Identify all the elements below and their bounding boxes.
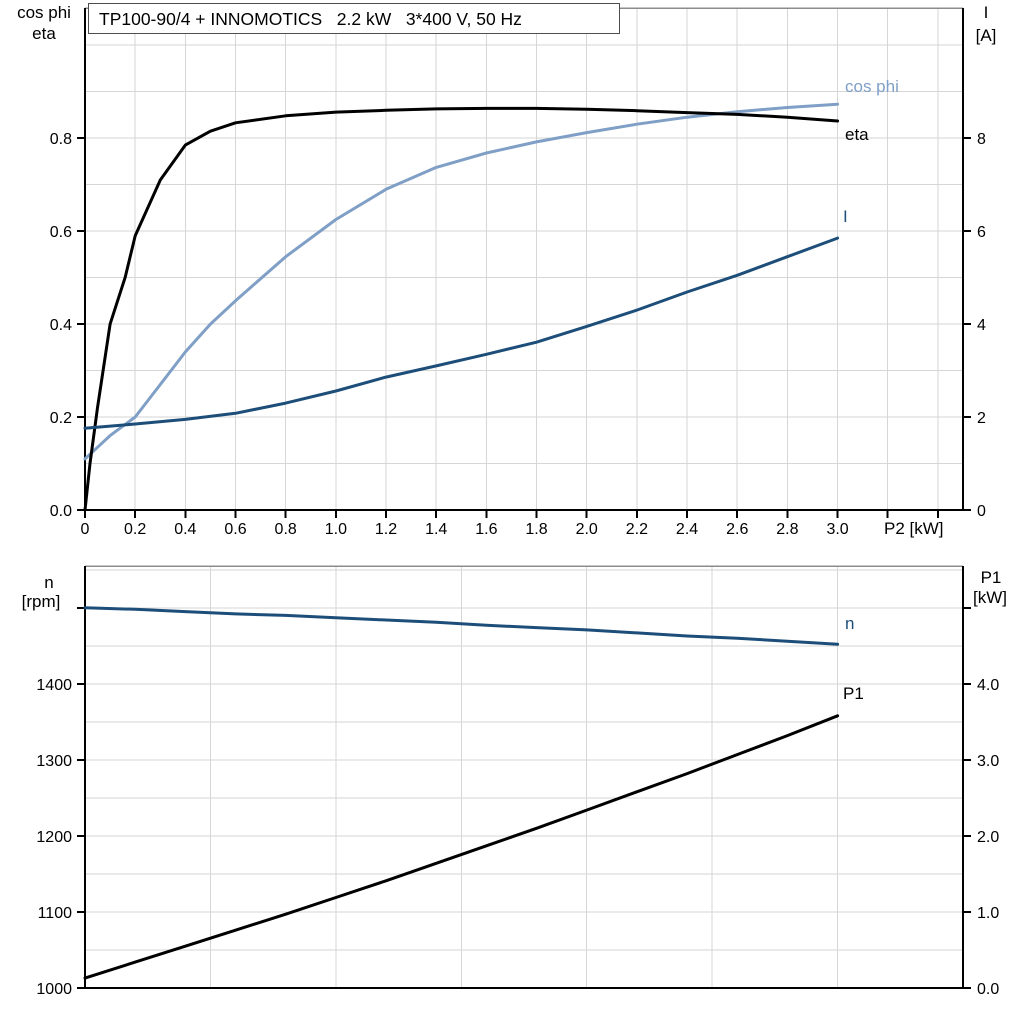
right-tick-label: 4 [977,317,986,334]
right-tick-label: 0 [977,503,986,520]
left-tick-label: 0.0 [50,503,72,520]
right-tick-label: 8 [977,131,986,148]
series-label-cos-phi: cos phi [845,77,899,96]
curve-cos-phi [83,102,840,461]
right-tick-label: 2 [977,410,986,427]
left-tick-label: 0.6 [50,224,72,241]
top-right-axis-title-line1: I [984,3,989,22]
bottom-left-axis-title-line2: [rpm] [22,592,61,611]
x-tick-label: 1.0 [325,521,347,538]
left-tick-label: 1100 [38,905,73,922]
x-tick-label: 1.6 [475,521,497,538]
top-chart-curves [83,102,840,512]
curve-n [83,606,840,646]
x-tick-label: 0 [81,521,90,538]
curve-I [83,236,840,430]
x-tick-label: 0.6 [224,521,246,538]
series-label-current: I [843,207,848,226]
left-tick-label: 0.8 [50,131,72,148]
x-tick-label: 2.0 [576,521,598,538]
left-tick-label: 1300 [36,753,72,770]
right-tick-label: 2.0 [977,829,999,846]
title-box [88,3,620,34]
series-label-eta: eta [845,125,869,144]
x-tick-label: 1.2 [375,521,397,538]
series-label-speed: n [845,614,854,633]
top-right-axis-title-line2: [A] [976,26,997,45]
curve-eta [83,106,840,512]
x-tick-label: 0.8 [275,521,297,538]
x-tick-label: 3.0 [826,521,848,538]
right-tick-label: 0.0 [977,981,999,998]
left-tick-label: 1000 [36,981,72,998]
x-tick-label: 0.2 [124,521,146,538]
right-tick-label: 1.0 [977,905,999,922]
bottom-right-axis-title-line1: P1 [981,568,1002,587]
x-tick-label: 2.4 [676,521,698,538]
left-tick-label: 1400 [36,677,72,694]
x-tick-label: 0.4 [174,521,196,538]
bottom-right-axis-title-line2: [kW] [973,588,1007,607]
x-tick-label: 2.8 [776,521,798,538]
right-tick-label: 3.0 [977,753,999,770]
x-tick-label: 2.6 [726,521,748,538]
x-tick-label: 1.8 [525,521,547,538]
left-tick-label: 1200 [36,829,72,846]
right-tick-label: 6 [977,224,986,241]
top-left-axis-title-line1: cos phi [17,3,71,22]
series-label-p1: P1 [843,684,864,703]
bottom-chart-grid: 1000 1100 1200 1300 1400 0.0 1.0 2.0 3.0 4.0 [36,565,999,998]
left-tick-label: 0.4 [50,317,72,334]
bottom-left-axis-title-line1: n [44,573,53,592]
right-tick-label: 4.0 [977,677,999,694]
bottom-chart-curves [83,606,840,980]
curve-P1 [83,714,840,980]
x-tick-label: 2.2 [626,521,648,538]
top-left-axis-title-line2: eta [32,24,56,43]
x-tick-label: 1.4 [425,521,447,538]
top-x-axis-title: P2 [kW] [884,519,944,538]
chart-title: TP100-90/4 + INNOMOTICS 2.2 kW 3*400 V, … [99,9,522,29]
left-tick-label: 0.2 [50,410,72,427]
